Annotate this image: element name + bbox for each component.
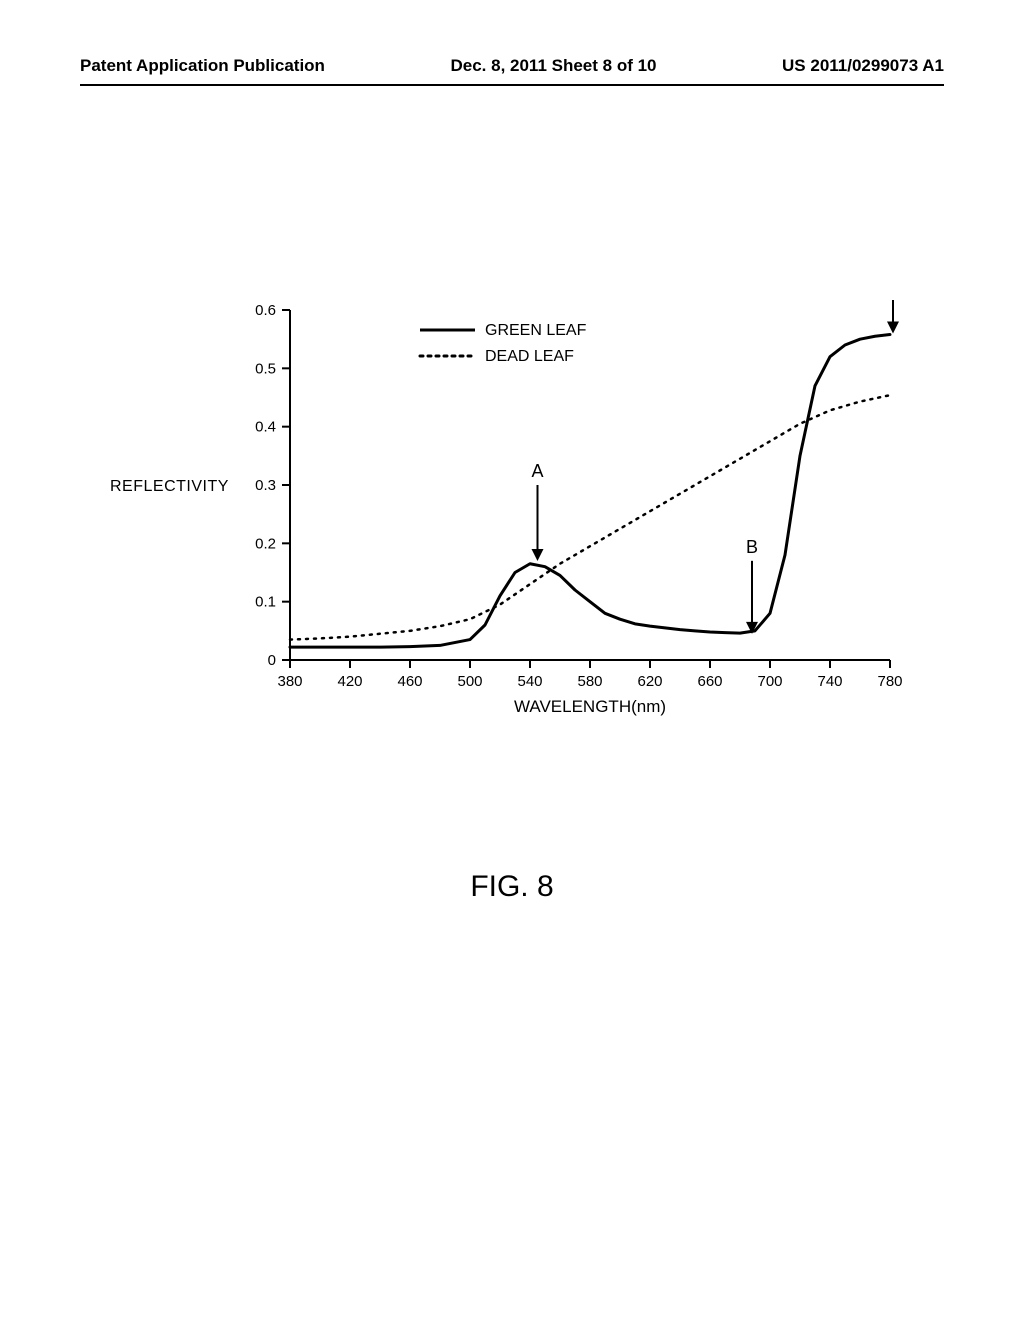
svg-text:0: 0 [268, 652, 276, 669]
svg-text:0.6: 0.6 [255, 302, 276, 319]
svg-text:0.4: 0.4 [255, 419, 276, 436]
svg-text:0.2: 0.2 [255, 535, 276, 552]
header-right: US 2011/0299073 A1 [782, 56, 944, 76]
header-center: Dec. 8, 2011 Sheet 8 of 10 [450, 56, 656, 76]
svg-text:0.5: 0.5 [255, 360, 276, 377]
svg-text:380: 380 [277, 673, 302, 690]
svg-text:780: 780 [877, 673, 902, 690]
svg-text:460: 460 [397, 673, 422, 690]
page-header: Patent Application Publication Dec. 8, 2… [0, 56, 1024, 76]
svg-text:420: 420 [337, 673, 362, 690]
reflectivity-chart: REFLECTIVITY 00.10.20.30.40.50.638042046… [130, 300, 910, 730]
svg-text:540: 540 [517, 673, 542, 690]
svg-text:620: 620 [637, 673, 662, 690]
svg-text:A: A [531, 461, 543, 481]
svg-text:660: 660 [697, 673, 722, 690]
svg-text:0.1: 0.1 [255, 594, 276, 611]
svg-text:0.3: 0.3 [255, 477, 276, 494]
svg-text:580: 580 [577, 673, 602, 690]
svg-text:700: 700 [757, 673, 782, 690]
svg-text:740: 740 [817, 673, 842, 690]
header-left: Patent Application Publication [80, 56, 325, 76]
svg-text:GREEN LEAF: GREEN LEAF [485, 322, 587, 339]
page: Patent Application Publication Dec. 8, 2… [0, 0, 1024, 1320]
chart-svg: 0 0.1 0.2 0.3 0.4 0.5 0.6 380 420 460 500 540 580 620… [130, 300, 910, 730]
svg-text:DEAD LEAF: DEAD LEAF [485, 348, 574, 365]
figure-caption: FIG. 8 [0, 870, 1024, 904]
header-rule [80, 84, 944, 86]
svg-text:B: B [746, 537, 758, 557]
svg-text:WAVELENGTH(nm): WAVELENGTH(nm) [514, 697, 666, 716]
svg-text:500: 500 [457, 673, 482, 690]
y-axis-label: REFLECTIVITY [110, 478, 229, 496]
